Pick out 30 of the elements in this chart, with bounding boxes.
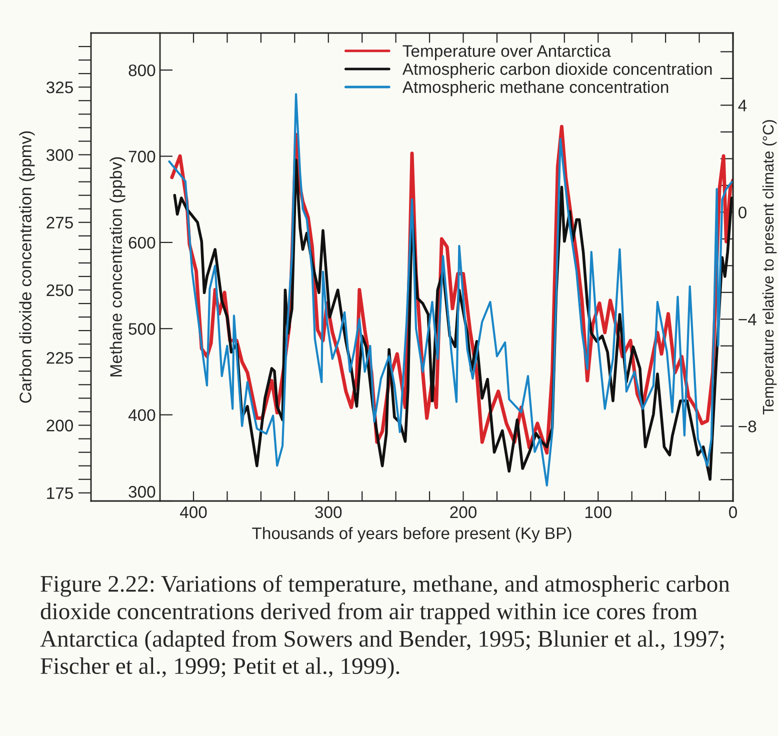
y-tick-label: 325 (46, 82, 73, 94)
x-tick-label: 100 (585, 506, 612, 518)
y-tick-label: 300 (46, 149, 73, 161)
y3-axis-title: Methane concentration (ppbv) (110, 157, 126, 376)
x-tick-label: 300 (315, 506, 342, 518)
y2-tick-label: −4 (738, 314, 756, 326)
y-tick-label: 250 (46, 284, 73, 296)
x-axis-title: Thousands of years before present (Ky BP) (252, 526, 572, 542)
y3-tick-label: 800 (128, 64, 156, 76)
y-tick-label: 200 (46, 420, 73, 432)
y3-tick-label: 700 (128, 150, 156, 162)
x-tick-label: 200 (450, 506, 477, 518)
y-tick-label: 225 (46, 352, 73, 364)
y2-axis-title: Temperature relative to present climate (°C) (762, 120, 777, 414)
y3-tick-label: 600 (128, 236, 156, 249)
y3-tick-label: 300 (128, 486, 156, 498)
legend-label: Atmospheric carbon dioxide concentration (402, 62, 712, 78)
legend-label: Atmospheric methane concentration (402, 80, 668, 96)
caption: Figure 2.22: Variations of temperature, methane, and atmospheric carbon dioxide concentrations derived from air trapped within ice cores from Antarctica (adapted from Sowers and Bender, 1995; Blunier et al., 1997; Fischer et al., 1999; Petit et al., 1999). (40, 575, 730, 679)
y2-tick-label: 4 (738, 100, 747, 112)
legend-label: Temperature over Antarctica (402, 44, 611, 60)
y-axis-title: Carbon dioxide concentration (ppmv) (19, 131, 35, 403)
y2-tick-label: −8 (738, 420, 756, 432)
y2-tick-label: 0 (738, 206, 746, 218)
y3-tick-label: 400 (128, 409, 156, 422)
x-tick-label: 400 (180, 506, 207, 518)
y-tick-label: 275 (46, 216, 73, 229)
x-tick-label: 0 (729, 506, 737, 518)
y-tick-label: 175 (47, 487, 73, 500)
y3-tick-label: 500 (128, 323, 156, 335)
